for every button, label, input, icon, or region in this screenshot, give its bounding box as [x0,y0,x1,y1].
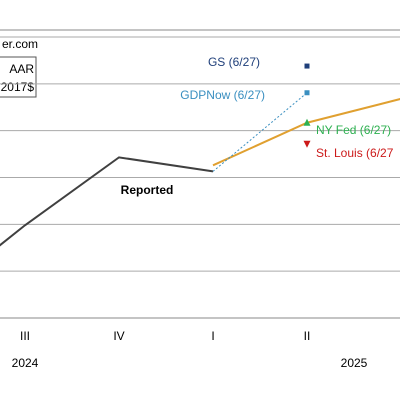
legend-box [0,56,37,98]
x-tick-label: IV [113,329,124,343]
year-label: 2024 [12,356,39,370]
x-tick-label: I [211,329,214,343]
point-label: GS (6/27) [208,55,260,69]
series-label: Reported [121,183,174,197]
x-tick-label: III [20,329,30,343]
marker [303,118,311,126]
point-label: GDPNow (6/27) [180,88,265,102]
plot: IIIIVIIII20242025ReportedGS (6/27)GDPNow… [0,36,400,370]
marker [304,63,310,69]
source: er.com [2,37,38,51]
line [212,92,308,172]
marker [304,90,310,96]
point-label: St. Louis (6/27 [316,146,394,160]
marker [303,140,311,148]
year-label: 2025 [341,356,368,370]
line [0,156,214,247]
legend-text: AAR [9,62,34,76]
legend-text: 2017$ [1,80,35,94]
point-label: NY Fed (6/27) [316,123,391,137]
x-tick-label: II [304,329,311,343]
